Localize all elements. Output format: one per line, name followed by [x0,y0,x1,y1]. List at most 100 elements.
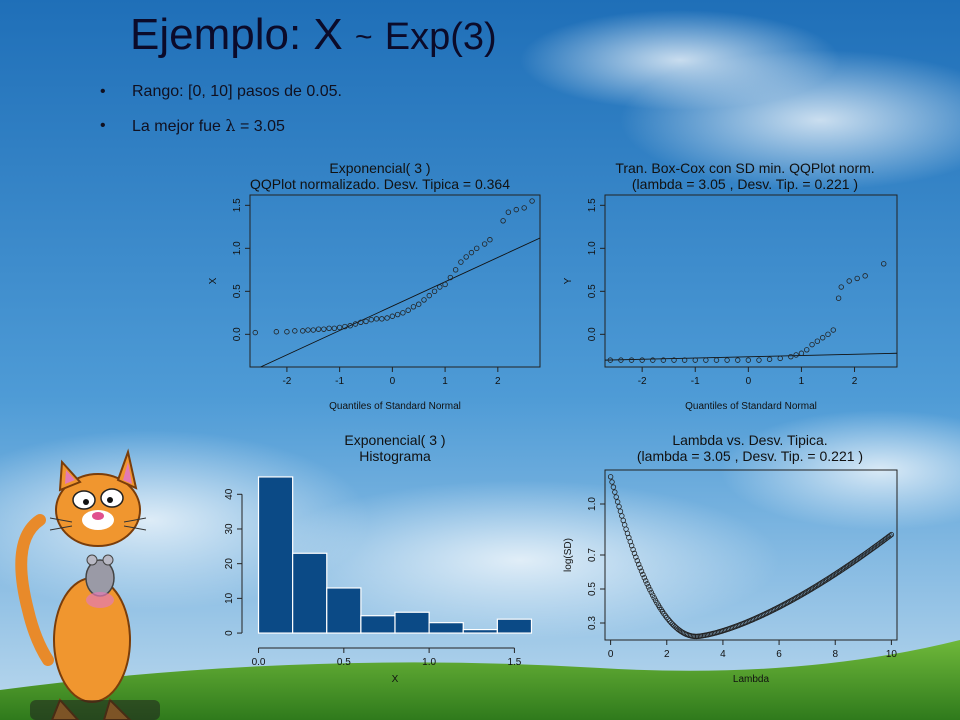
x-tick-label: 2 [852,376,858,387]
data-point [631,550,638,557]
bullet-range-text: Rango: [0, 10] pasos de 0.05. [132,83,342,100]
x-tick-label: -1 [691,376,700,387]
data-point [804,347,810,353]
data-point [713,357,720,363]
y-tick-label: 0.5 [587,582,598,596]
data-point [638,568,645,574]
histogram-bar [360,615,396,634]
data-point [819,579,826,585]
x-tick-label: 0.0 [252,657,266,668]
plot2-title-line2: (lambda = 3.05 , Desv. Tip. = 0.221 ) [631,176,859,192]
data-point [410,304,417,310]
data-point [468,249,475,256]
data-point [474,245,480,252]
data-point [681,357,688,363]
x-tick-label: 10 [886,649,898,660]
data-point [830,327,836,333]
data-point [452,267,459,273]
data-point [273,329,280,335]
y-tick-label: 20 [224,558,235,570]
data-point [521,205,527,211]
data-point [505,209,512,215]
y-axis-label: X [208,277,219,284]
x-axis-label: Lambda [733,674,770,685]
slide-title: Ejemplo: X ~ Exp(3) [130,10,497,60]
plot3-title-line2: Histograma [359,448,431,464]
lambda-symbol: λ [225,116,236,135]
data-point [431,288,438,295]
data-point [793,352,799,358]
x-tick-label: 0 [746,376,752,387]
data-point [641,575,648,581]
data-point [724,357,730,363]
bullet-best-lambda: La mejor fue λ = 3.05 [100,112,342,146]
data-point [671,357,677,363]
x-tick-label: 1.5 [507,657,521,668]
plot3-title: Exponencial( 3 ) Histograma [210,432,580,464]
y-tick-label: 1.0 [587,241,598,255]
y-tick-label: 1.5 [232,198,243,212]
bullet-list: Rango: [0, 10] pasos de 0.05. La mejor f… [100,78,342,146]
data-point [665,616,671,622]
data-point [635,561,642,568]
data-point [854,275,860,282]
data-point [788,353,794,360]
title-tilde: ~ [355,20,373,54]
data-point [838,284,844,290]
data-point [809,341,815,348]
data-point [416,301,422,307]
data-point [400,310,406,316]
chart-2: -2 -1 0 1 2 0.0 0.5 1.0 1.5 Quantiles of Standard… [563,194,898,412]
data-point [447,274,454,281]
data-point [735,357,741,363]
x-tick-label: 8 [832,649,838,660]
data-point [610,484,617,490]
data-point [833,570,840,576]
data-point [881,261,887,267]
histogram-bar [428,622,464,634]
data-point [825,331,831,338]
grass-hill [0,640,960,720]
data-point [817,581,823,587]
data-point [825,575,831,582]
plot1-title-line1: Exponencial( 3 ) [329,160,431,176]
bottom-decorations [30,700,160,720]
data-point [829,573,836,579]
data-point [660,357,667,363]
data-point [644,581,650,587]
data-point [819,335,826,341]
chart-4: 0 2 4 6 8 10 0.3 0.5 0.7 1.0 Lambda log(SD) [563,469,898,685]
data-point [831,572,837,578]
x-tick-label: 1 [799,376,805,387]
reference-line [605,352,897,361]
y-tick-label: 0.5 [587,284,598,298]
data-point [678,628,684,634]
chart-3: 0.0 0.5 1.0 1.5 0 10 20 30 40 X [224,476,533,685]
data-point [437,284,443,290]
x-tick-label: 1 [442,376,448,387]
data-point [321,326,327,332]
x-tick-label: -2 [282,376,291,387]
y-tick-label: 0.7 [587,548,598,562]
data-point [463,254,469,260]
data-point [252,329,258,336]
bullet-range: Rango: [0, 10] pasos de 0.05. [100,78,342,112]
data-point [315,326,322,332]
data-point [373,316,380,322]
data-point [835,295,842,301]
x-tick-label: -1 [335,376,344,387]
data-point [745,357,752,363]
data-point [358,319,364,325]
data-point [609,479,615,485]
data-point [814,338,821,344]
data-point [607,474,614,480]
data-point [458,259,464,265]
data-point [647,587,653,593]
data-point [614,499,621,505]
data-point [442,281,448,288]
data-point [862,273,868,279]
y-axis-label: log(SD) [563,538,574,572]
cartoon-cat-icon [15,448,147,720]
